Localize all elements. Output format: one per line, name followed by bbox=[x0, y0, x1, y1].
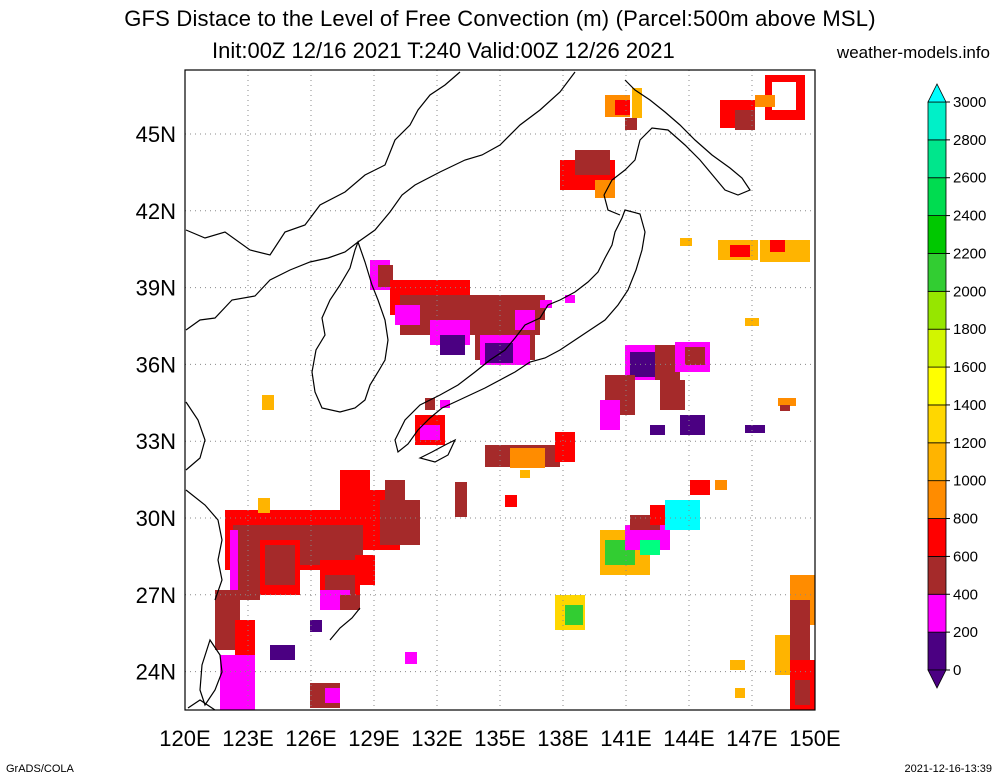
colorbar-label: 2600 bbox=[953, 170, 986, 187]
y-tick-label: 30N bbox=[136, 506, 176, 531]
x-tick-label: 147E bbox=[726, 726, 777, 751]
x-tick-label: 132E bbox=[411, 726, 462, 751]
colorbar-swatch bbox=[927, 139, 947, 179]
colorbar-swatch bbox=[927, 366, 947, 406]
x-tick-label: 138E bbox=[537, 726, 588, 751]
colorbar-swatch bbox=[927, 442, 947, 482]
colorbar-swatch bbox=[927, 177, 947, 217]
chart-subtitle: Init:00Z 12/16 2021 T:240 Valid:00Z 12/2… bbox=[212, 38, 675, 63]
y-axis-labels: 24N 27N 30N 33N 36N 39N 42N 45N bbox=[136, 122, 176, 685]
colorbar: 0 200 400 600 800 1000 1200 1400 1600 1800 2000 220… bbox=[927, 83, 986, 689]
colorbar-label: 1000 bbox=[953, 473, 986, 490]
x-tick-label: 123E bbox=[222, 726, 273, 751]
y-tick-label: 36N bbox=[136, 352, 176, 377]
x-tick-label: 150E bbox=[789, 726, 840, 751]
x-tick-label: 129E bbox=[348, 726, 399, 751]
colorbar-label: 400 bbox=[953, 586, 978, 603]
colorbar-label: 600 bbox=[953, 548, 978, 565]
colorbar-swatch bbox=[927, 518, 947, 557]
colorbar-label: 2400 bbox=[953, 208, 986, 225]
colorbar-label: 200 bbox=[953, 624, 978, 641]
x-axis-labels: 120E 123E 126E 129E 132E 135E 138E 141E 144E 147E… bbox=[159, 726, 840, 751]
map-frame bbox=[184, 69, 816, 711]
colorbar-swatch bbox=[927, 328, 947, 368]
colorbar-label: 1600 bbox=[953, 359, 986, 376]
colorbar-label: 2000 bbox=[953, 283, 986, 300]
footer-right: 2021-12-16-13:39 bbox=[904, 763, 992, 775]
colorbar-swatch bbox=[927, 101, 947, 141]
y-tick-label: 24N bbox=[136, 660, 176, 685]
colorbar-label: 800 bbox=[953, 511, 978, 528]
colorbar-label: 2200 bbox=[953, 245, 986, 262]
y-tick-label: 39N bbox=[136, 276, 176, 301]
x-tick-label: 126E bbox=[285, 726, 336, 751]
colorbar-swatch bbox=[927, 631, 947, 671]
coastline bbox=[185, 71, 751, 711]
chart-title: GFS Distace to the Level of Free Convect… bbox=[124, 6, 876, 31]
colorbar-label: 0 bbox=[953, 662, 961, 679]
y-tick-label: 27N bbox=[136, 583, 176, 608]
y-tick-label: 45N bbox=[136, 122, 176, 147]
site-credit: weather-models.info bbox=[836, 43, 990, 62]
x-tick-label: 141E bbox=[600, 726, 651, 751]
y-tick-label: 33N bbox=[136, 429, 176, 454]
colorbar-max-arrow bbox=[927, 83, 947, 103]
colorbar-swatch bbox=[927, 480, 947, 519]
x-tick-label: 135E bbox=[474, 726, 525, 751]
convection-field bbox=[215, 75, 815, 710]
colorbar-swatch bbox=[927, 215, 947, 254]
colorbar-swatch bbox=[927, 253, 947, 292]
x-tick-label: 120E bbox=[159, 726, 210, 751]
colorbar-label: 1400 bbox=[953, 397, 986, 414]
y-tick-label: 42N bbox=[136, 199, 176, 224]
x-tick-label: 144E bbox=[663, 726, 714, 751]
colorbar-label: 3000 bbox=[953, 94, 986, 111]
colorbar-swatch bbox=[927, 290, 947, 330]
colorbar-swatch bbox=[927, 593, 947, 633]
colorbar-swatch bbox=[927, 404, 947, 444]
colorbar-label: 1800 bbox=[953, 321, 986, 338]
colorbar-min-arrow bbox=[927, 669, 947, 689]
colorbar-swatch bbox=[927, 556, 947, 595]
colorbar-label: 1200 bbox=[953, 435, 986, 452]
graticule bbox=[184, 70, 816, 710]
footer-left: GrADS/COLA bbox=[6, 763, 74, 775]
colorbar-label: 2800 bbox=[953, 132, 986, 149]
